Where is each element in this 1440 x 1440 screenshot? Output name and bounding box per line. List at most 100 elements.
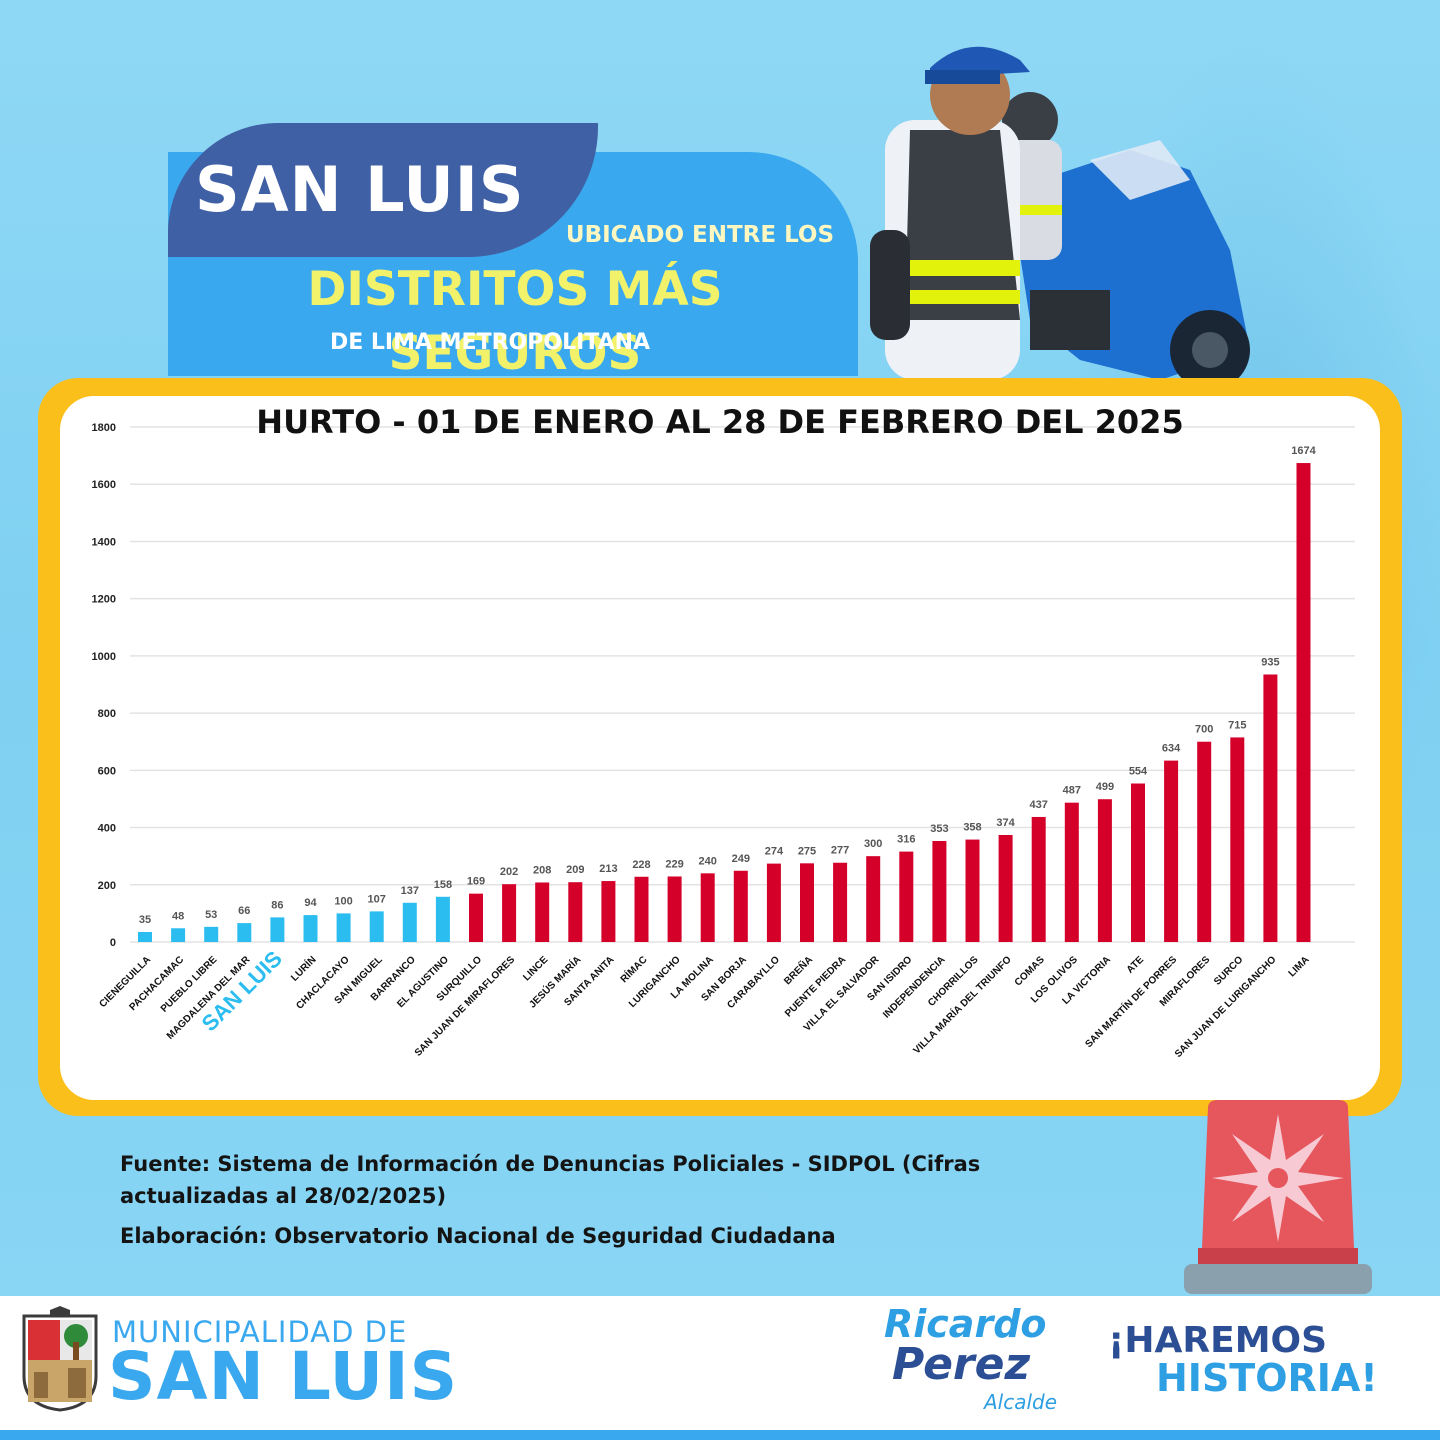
bar-chart: 02004006008001000120014001600180035CIENE… [92, 422, 1355, 1060]
bar [171, 928, 186, 942]
data-label: 158 [434, 879, 452, 891]
bar [601, 881, 616, 942]
y-tick-label: 200 [98, 880, 116, 892]
data-label: 209 [566, 864, 584, 876]
y-tick-label: 1600 [92, 479, 116, 491]
bar [138, 931, 152, 942]
bar [733, 870, 748, 942]
data-label: 274 [765, 846, 784, 858]
data-label: 437 [1030, 799, 1048, 811]
bar [700, 873, 715, 942]
bar [535, 882, 550, 942]
data-label: 358 [963, 822, 981, 834]
data-label: 240 [699, 855, 717, 867]
header-banner-dark [168, 123, 598, 257]
bar [270, 917, 285, 942]
data-label: 53 [205, 909, 217, 921]
data-label: 35 [139, 914, 151, 926]
header-line-1: UBICADO ENTRE LOS [565, 222, 835, 248]
bar [204, 926, 219, 942]
mayor-role: Alcalde [984, 1390, 1058, 1414]
data-label: 353 [930, 823, 948, 835]
y-tick-label: 1000 [92, 651, 116, 663]
x-tick-label: ATE [1125, 954, 1147, 976]
x-tick-label: PUENTE PIEDRA [783, 954, 848, 1019]
bar [998, 834, 1013, 942]
data-label: 137 [401, 885, 419, 897]
bar [932, 841, 947, 942]
y-tick-label: 1400 [92, 536, 116, 548]
bar [237, 923, 252, 942]
officer-photo [870, 46, 1250, 380]
bar [1197, 741, 1212, 942]
municipality-line-2: SAN LUIS [108, 1338, 459, 1415]
data-label: 208 [533, 864, 551, 876]
data-label: 554 [1129, 765, 1148, 777]
header-line-2: DISTRITOS MÁS SEGUROS [307, 262, 723, 381]
bar [833, 862, 848, 942]
data-label: 229 [665, 858, 683, 870]
data-label: 107 [368, 893, 386, 905]
bar [502, 884, 517, 942]
data-label: 935 [1261, 656, 1279, 668]
x-tick-label: RÍMAC [617, 953, 649, 985]
y-tick-label: 600 [98, 765, 116, 777]
y-tick-label: 0 [110, 937, 116, 949]
bar [667, 876, 682, 942]
crest-logo [22, 1306, 98, 1412]
bar [1064, 802, 1079, 942]
bar [469, 893, 483, 942]
source-fuente: Fuente: Sistema de Información de Denunc… [120, 1152, 981, 1208]
mayor-first-name: Ricardo [884, 1302, 1047, 1346]
chart-card [60, 396, 1380, 1100]
municipality-line-1: MUNICIPALIDAD DE [112, 1315, 408, 1349]
bar [634, 876, 649, 942]
bar [1230, 737, 1245, 942]
x-tick-label: BREÑA [781, 953, 815, 987]
y-tick-label: 400 [98, 823, 116, 835]
data-label: 300 [864, 838, 882, 850]
header-title: SAN LUIS [195, 153, 525, 226]
data-label: 213 [599, 863, 617, 875]
data-label: 86 [271, 899, 283, 911]
siren-icon [1184, 1100, 1372, 1294]
x-tick-label: SURCO [1212, 954, 1245, 987]
data-label: 277 [831, 845, 849, 857]
footer-bar [0, 1430, 1440, 1440]
bar [1296, 463, 1311, 942]
data-label: 275 [798, 845, 816, 857]
data-label: 48 [172, 910, 184, 922]
bar [965, 839, 980, 942]
data-label: 374 [996, 817, 1015, 829]
x-tick-label: LURÍN [288, 953, 319, 984]
bar [1131, 783, 1145, 942]
data-label: 316 [897, 834, 915, 846]
bar [1097, 799, 1112, 942]
bar [899, 851, 914, 942]
source-elaboracion: Elaboración: Observatorio Nacional de Se… [120, 1224, 836, 1248]
data-label: 1674 [1291, 445, 1316, 457]
bar [369, 911, 384, 942]
bar [402, 902, 417, 942]
data-label: 169 [467, 876, 485, 888]
bar [1031, 816, 1046, 942]
bar [336, 913, 351, 942]
bar [766, 863, 781, 942]
x-tick-label: LINCE [521, 954, 550, 983]
y-tick-label: 1200 [92, 594, 116, 606]
bar [866, 856, 881, 942]
data-label: 249 [732, 853, 750, 865]
data-label: 100 [334, 895, 352, 907]
bar [568, 882, 583, 942]
x-tick-label: LIMA [1287, 954, 1312, 979]
data-label: 94 [304, 897, 317, 909]
footer [0, 1296, 1440, 1430]
data-label: 499 [1096, 781, 1114, 793]
data-label: 700 [1195, 724, 1213, 736]
data-label: 228 [632, 859, 650, 871]
bar [800, 863, 814, 942]
x-tick-label: INDEPENDENCIA [881, 954, 947, 1020]
mayor-last-name: Perez [892, 1339, 1031, 1390]
data-label: 634 [1162, 743, 1181, 755]
bar [1263, 674, 1278, 942]
